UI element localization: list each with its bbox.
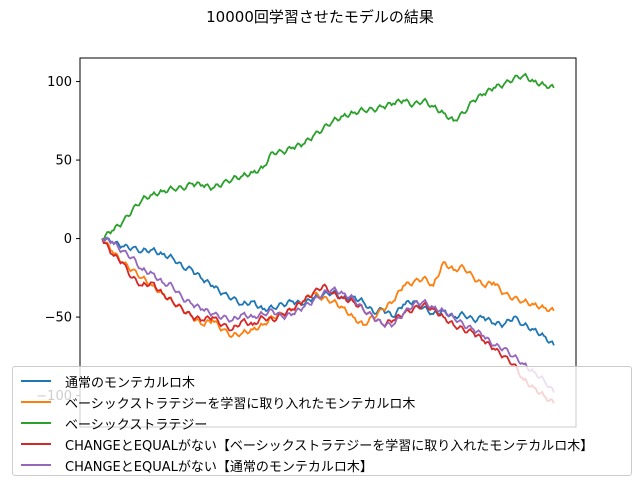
legend-swatch (21, 464, 51, 466)
series-group (101, 72, 555, 404)
series-line-3 (101, 72, 555, 241)
legend-swatch (21, 401, 51, 403)
series-line-2 (101, 238, 555, 339)
legend-label: CHANGEとEQUALがない【ベーシックストラテジーを学習に取り入れたモンテカ… (65, 438, 594, 454)
legend-item: ベーシックストラテジーを学習に取り入れたモンテカルロ木 (21, 392, 415, 412)
series-line-5 (101, 236, 555, 393)
series-line-4 (101, 238, 555, 404)
legend-label: ベーシックストラテジーを学習に取り入れたモンテカルロ木 (65, 396, 416, 412)
chart-title: 10000回学習させたモデルの結果 (206, 8, 434, 26)
legend-label: CHANGEとEQUALがない【通常のモンテカルロ木】 (65, 459, 373, 475)
y-tick-label: −50 (45, 311, 72, 326)
legend: 通常のモンテカルロ木ベーシックストラテジーを学習に取り入れたモンテカルロ木 ベーシ… (12, 366, 632, 476)
legend-item: 通常のモンテカルロ木 (21, 371, 195, 391)
legend-label: ベーシックストラテジー (65, 417, 208, 433)
legend-swatch (21, 380, 51, 382)
legend-item: CHANGEとEQUALがない【通常のモンテカルロ木】 (21, 455, 373, 475)
y-tick-label: 50 (55, 154, 72, 169)
legend-item: ベーシックストラテジー (21, 413, 207, 433)
legend-label: 通常のモンテカルロ木 (65, 375, 196, 391)
legend-swatch (21, 443, 51, 445)
legend-item: CHANGEとEQUALがない【ベーシックストラテジーを学習に取り入れたモンテカ… (21, 434, 593, 454)
y-tick-label: 100 (47, 75, 72, 90)
series-line-1 (101, 236, 555, 346)
y-tick-label: 0 (64, 232, 72, 247)
legend-swatch (21, 422, 51, 424)
